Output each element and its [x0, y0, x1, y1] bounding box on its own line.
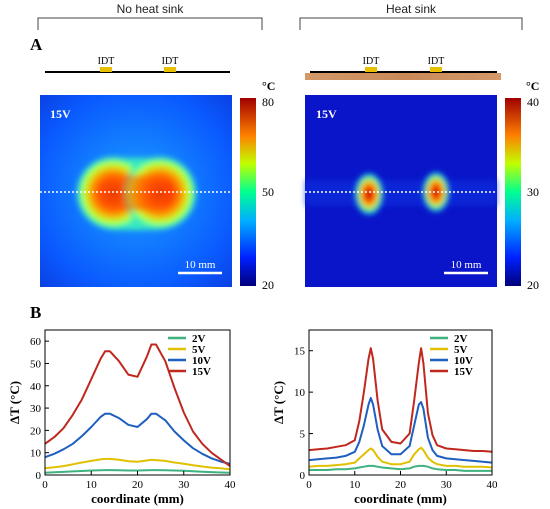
- line-chart-no-heat-sink: 0 10 20 30 40 0 10 20 30 40 50 60 coordinate (mm) ΔT …: [7, 329, 237, 506]
- legend-label: 2V: [192, 333, 206, 345]
- y-tick-label: 40: [30, 381, 42, 393]
- x-axis-label: coordinate (mm): [354, 491, 447, 506]
- series-line-2V: [44, 469, 231, 474]
- y-tick-label: 10: [294, 387, 306, 399]
- series-line-2V: [309, 464, 492, 472]
- group-bracket-left: No heat sink: [37, 2, 263, 30]
- series-line-15V: [44, 343, 231, 467]
- scale-bar-label: 10 mm: [185, 259, 216, 271]
- idt-electrode: [430, 67, 442, 72]
- x-tick-label: 10: [86, 479, 98, 491]
- legend-label: 2V: [454, 333, 468, 345]
- idt-electrode: [164, 67, 176, 72]
- legend-label: 10V: [192, 355, 211, 367]
- thermal-map-right: 15V 10 mm: [305, 95, 497, 287]
- idt-electrode: [100, 67, 112, 72]
- series-line-5V: [44, 457, 231, 471]
- y-tick-label: 0: [36, 470, 42, 482]
- colorbar-tick: 20: [262, 278, 274, 292]
- x-tick-label: 0: [42, 479, 48, 491]
- x-tick-label: 40: [487, 479, 499, 491]
- group-label-no-heat-sink: No heat sink: [117, 2, 185, 16]
- x-tick-label: 20: [395, 479, 407, 491]
- colorbar-unit: °C: [262, 79, 275, 93]
- idt-label: IDT: [98, 56, 115, 67]
- line-chart-heat-sink: 0 10 20 30 40 0 5 10 15 coordinate (mm) ΔT (°C) 2V5…: [271, 329, 499, 506]
- legend-label: 10V: [454, 355, 473, 367]
- group-label-heat-sink: Heat sink: [386, 2, 437, 16]
- y-tick-label: 50: [30, 358, 42, 370]
- legend-label: 15V: [192, 366, 211, 378]
- idt-label: IDT: [162, 56, 179, 67]
- voltage-label: 15V: [316, 107, 337, 121]
- y-tick-label: 30: [30, 403, 42, 415]
- thermal-map-left: 15V 10 mm: [40, 95, 232, 287]
- heat-sink-block: [305, 73, 501, 80]
- colorbar-tick: 40: [527, 95, 539, 109]
- panel-label-b: B: [30, 303, 41, 322]
- colorbar-tick: 30: [527, 185, 539, 199]
- x-axis-label: coordinate (mm): [91, 491, 184, 506]
- legend-label: 5V: [454, 344, 468, 356]
- x-tick-label: 30: [178, 479, 190, 491]
- x-tick-label: 10: [349, 479, 361, 491]
- series-line-10V: [44, 412, 231, 465]
- colorbar-tick: 80: [262, 95, 274, 109]
- colorbar-right: °C 40 30 20: [505, 79, 539, 292]
- y-tick-label: 20: [30, 425, 42, 437]
- panel-label-a: A: [30, 35, 43, 54]
- x-tick-label: 30: [441, 479, 453, 491]
- series-line-5V: [308, 446, 493, 469]
- y-tick-label: 15: [294, 346, 306, 358]
- device-schematic-right: IDT IDT: [305, 56, 501, 80]
- idt-label: IDT: [428, 56, 445, 67]
- y-tick-label: 10: [30, 448, 42, 460]
- group-bracket-right: Heat sink: [299, 2, 523, 30]
- y-tick-label: 0: [300, 470, 306, 482]
- y-axis-label: ΔT (°C): [7, 381, 22, 424]
- colorbar-tick: 20: [527, 278, 539, 292]
- x-tick-label: 40: [225, 479, 237, 491]
- idt-electrode: [365, 67, 377, 72]
- colorbar-tick: 50: [262, 185, 274, 199]
- legend-label: 15V: [454, 366, 473, 378]
- series-line-10V: [308, 396, 493, 464]
- series-line-15V: [308, 347, 493, 453]
- colorbar-unit: °C: [526, 79, 539, 93]
- idt-label: IDT: [363, 56, 380, 67]
- scale-bar-label: 10 mm: [451, 259, 482, 271]
- y-tick-label: 5: [300, 429, 306, 441]
- device-schematic-left: IDT IDT: [45, 56, 230, 73]
- x-tick-label: 20: [132, 479, 144, 491]
- y-axis-label: ΔT (°C): [271, 381, 286, 424]
- legend-label: 5V: [192, 344, 206, 356]
- colorbar-left: °C 80 50 20: [240, 79, 275, 292]
- voltage-label: 15V: [50, 107, 71, 121]
- y-tick-label: 60: [30, 336, 42, 348]
- x-tick-label: 0: [306, 479, 312, 491]
